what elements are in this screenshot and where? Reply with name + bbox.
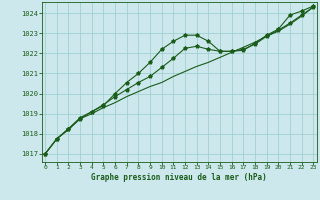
X-axis label: Graphe pression niveau de la mer (hPa): Graphe pression niveau de la mer (hPa) <box>91 173 267 182</box>
